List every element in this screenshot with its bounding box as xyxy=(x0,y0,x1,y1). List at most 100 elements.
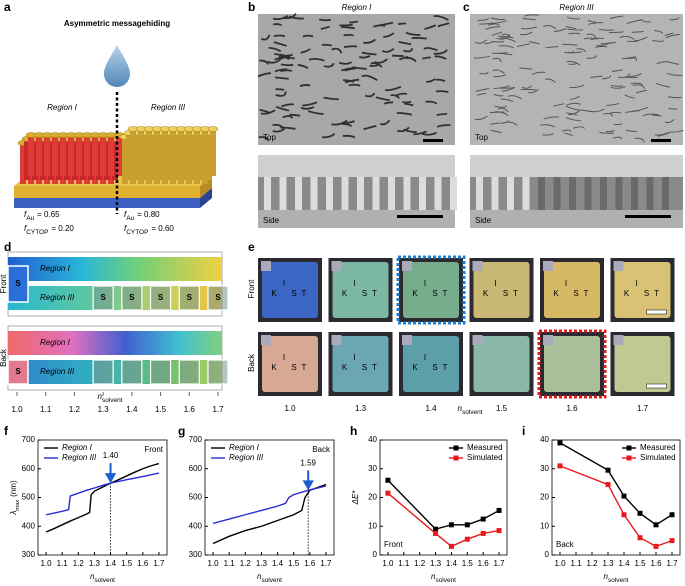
sem-crack xyxy=(273,34,286,38)
logo-letter: I xyxy=(283,353,285,362)
sem-crack xyxy=(521,85,533,89)
sem-crack xyxy=(520,26,537,30)
sem-crack xyxy=(565,105,578,111)
pillar xyxy=(166,134,172,180)
sem-crack xyxy=(281,55,295,60)
sem-crack xyxy=(339,23,353,27)
x-tick-label: 1.2 xyxy=(73,559,85,568)
sem-pillar xyxy=(403,177,411,210)
highlight-frame xyxy=(537,329,607,399)
region-label: Region III xyxy=(40,293,75,302)
panel-label: i xyxy=(522,424,525,438)
sem-crack xyxy=(493,93,504,97)
letter-box xyxy=(121,285,143,311)
sem-crack xyxy=(405,31,421,36)
letter-box xyxy=(207,285,229,311)
x-tick-label: 1.5 xyxy=(288,559,300,568)
photo-tab xyxy=(543,261,553,271)
sem-crack xyxy=(370,62,383,68)
sem-crack xyxy=(436,113,448,116)
x-tick-label: 1.7 xyxy=(637,404,649,413)
sem-crack xyxy=(322,133,336,139)
sem-crack xyxy=(307,110,324,115)
sem-pillar xyxy=(310,177,318,210)
sem-pillar xyxy=(600,177,607,210)
series-line xyxy=(212,485,327,525)
sem-crack xyxy=(599,131,614,134)
y-tick-label: 20 xyxy=(540,493,549,502)
y-tick-label: 400 xyxy=(189,521,203,530)
sem-crack xyxy=(601,75,611,80)
box-letter: S xyxy=(15,367,21,376)
sem-crack xyxy=(517,43,531,48)
sem-crack xyxy=(280,63,294,67)
sem-crack xyxy=(499,37,516,43)
x-tick-label: 1.5 xyxy=(121,559,133,568)
sem-crack xyxy=(282,13,297,20)
sem-pillar xyxy=(476,177,483,210)
x-tick-label: 1.0 xyxy=(284,404,296,413)
sem-crack xyxy=(342,134,356,139)
x-tick-label: 1.1 xyxy=(40,405,52,414)
series-line xyxy=(45,472,160,516)
series-line xyxy=(387,492,500,548)
y-tick-label: 0 xyxy=(545,550,550,559)
x-tick-label: 1.1 xyxy=(57,559,69,568)
pillar xyxy=(138,130,144,176)
pillar xyxy=(100,136,106,176)
legend-label: Region I xyxy=(229,443,260,452)
logo-letter: S xyxy=(291,289,296,298)
x-tick-label: 1.2 xyxy=(586,559,598,568)
sem-crack xyxy=(275,88,285,91)
series-line xyxy=(559,442,673,526)
side-label: Front xyxy=(247,279,256,298)
photo-tab xyxy=(402,335,412,345)
pillar xyxy=(32,140,38,180)
sem-crack xyxy=(520,31,533,36)
sem-crack xyxy=(344,78,360,84)
photo-tab xyxy=(543,335,553,345)
sem-crack xyxy=(492,52,508,54)
sem-crack xyxy=(349,20,359,24)
x-tick-label: 1.3 xyxy=(256,559,268,568)
sem-crack xyxy=(590,75,603,78)
logo-letter: I xyxy=(424,279,426,288)
pillar xyxy=(194,130,200,176)
sem-crack xyxy=(364,92,376,98)
sem-pillar xyxy=(491,177,499,210)
logo-letter: S xyxy=(573,289,578,298)
sem-crack xyxy=(308,58,325,62)
marker xyxy=(496,528,502,534)
panel-text: Front xyxy=(384,540,403,549)
logo-letter: T xyxy=(654,289,659,298)
x-axis-label-symbol: n xyxy=(431,572,436,581)
photo-sample xyxy=(262,262,318,318)
sem-crack xyxy=(528,88,539,94)
sem-crack xyxy=(642,113,659,117)
letter-box xyxy=(7,265,29,303)
logo-letter: K xyxy=(412,289,418,298)
photo-sample xyxy=(403,262,459,318)
x-tick-label: 1.6 xyxy=(650,559,662,568)
photo-sample xyxy=(332,262,389,318)
sem-crack xyxy=(363,38,376,44)
sem-crack xyxy=(652,39,664,42)
panel-text: Back xyxy=(312,445,331,454)
gradient-strip xyxy=(8,257,222,281)
x-tick-label: 1.1 xyxy=(398,559,410,568)
marker xyxy=(480,516,486,522)
sem-crack xyxy=(300,48,311,54)
sem-crack xyxy=(339,61,353,65)
x-tick-label: 1.2 xyxy=(69,405,81,414)
panel-title: Region III xyxy=(559,3,594,12)
marker xyxy=(385,490,391,496)
sem-crack xyxy=(494,111,509,117)
sem-crack xyxy=(566,60,581,66)
sem-crack xyxy=(586,55,598,59)
marker xyxy=(448,543,454,549)
sem-crack xyxy=(421,132,437,136)
letter-box xyxy=(92,359,114,385)
fraction-rest: = 0.65 xyxy=(37,210,60,219)
sem-crack xyxy=(363,124,377,131)
